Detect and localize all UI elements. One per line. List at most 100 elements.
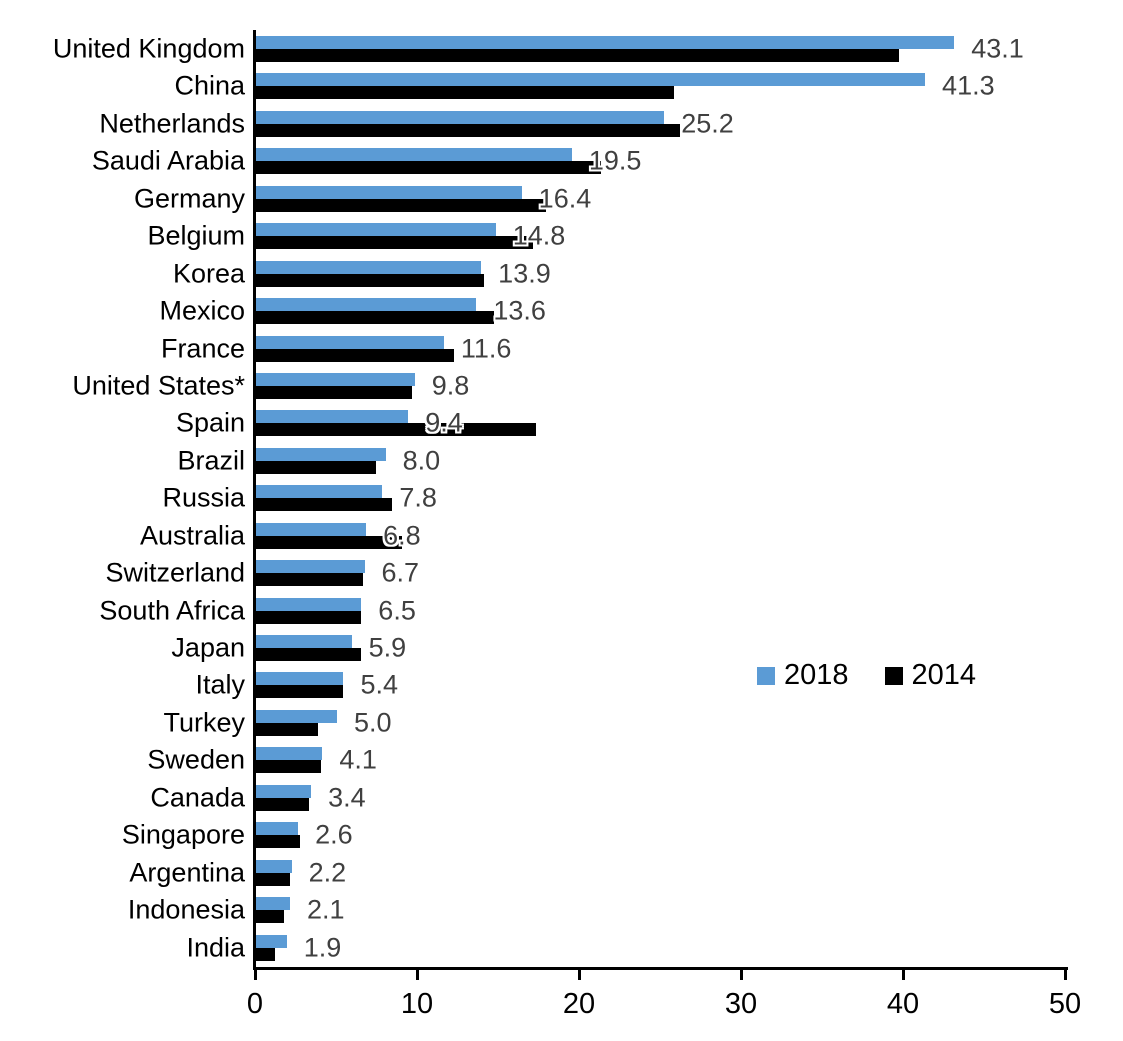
bar-2014-indonesia (256, 910, 284, 924)
legend-item-2014: 2014 (884, 659, 977, 692)
y-axis-line (253, 30, 256, 970)
value-label: 5.4 (360, 669, 399, 700)
legend-label-2018: 2018 (784, 659, 849, 691)
legend-swatch-2014 (884, 666, 903, 685)
value-label: 2.2 (308, 857, 347, 888)
x-axis-line (253, 967, 1068, 970)
value-label: 25.2 (681, 108, 734, 139)
bar-2014-china (256, 86, 674, 100)
bar-2018-argentina (256, 859, 292, 873)
bar-2014-france (256, 348, 454, 362)
bar-2014-argentina (256, 872, 291, 886)
value-label: 43.1 (971, 33, 1024, 64)
x-axis-tick-label: 20 (562, 988, 596, 1020)
category-label: Australia (139, 520, 245, 551)
value-label: 19.5 (588, 145, 642, 176)
bar-2014-spain (256, 423, 537, 437)
bar-2014-india (256, 947, 276, 961)
bar-2014-brazil (256, 460, 376, 474)
value-label: 13.6 (493, 295, 546, 326)
value-label: 6.8 (383, 520, 421, 551)
bar-2014-germany (256, 198, 546, 212)
bar-2014-russia (256, 498, 393, 512)
bar-2018-indonesia (256, 897, 291, 911)
legend: 2018 2014 (757, 659, 976, 692)
value-label: 9.4 (425, 407, 463, 438)
category-label: United States* (72, 370, 245, 401)
legend-label-2014: 2014 (911, 659, 977, 691)
value-label: 4.1 (339, 744, 377, 775)
bar-2018-turkey (256, 709, 337, 723)
x-axis-tick-label: 0 (246, 988, 264, 1020)
bar-2018-india (256, 934, 287, 948)
value-label: 8.0 (402, 445, 441, 476)
bar-2018-sweden (256, 747, 323, 761)
category-label: Switzerland (105, 557, 245, 588)
category-label: China (174, 70, 245, 101)
bar-2018-brazil (256, 447, 386, 461)
bar-2014-australia (256, 535, 402, 549)
bar-2014-belgium (256, 236, 534, 250)
x-axis-tick (577, 970, 581, 980)
bar-2014-united-states- (256, 385, 412, 399)
bar-2018-switzerland (256, 560, 365, 574)
category-label: Saudi Arabia (91, 145, 245, 176)
x-axis-tick (739, 970, 743, 980)
category-label: Indonesia (127, 894, 245, 925)
x-axis-tick (901, 970, 905, 980)
bar-2014-netherlands (256, 123, 681, 137)
legend-swatch-2018 (757, 666, 775, 685)
category-label: Argentina (129, 857, 245, 888)
x-axis-tick (1063, 970, 1067, 980)
bar-2018-belgium (256, 223, 496, 237)
bar-2014-united-kingdom (256, 49, 900, 62)
value-label: 5.9 (368, 632, 407, 663)
bar-2018-japan (256, 635, 352, 649)
bar-2018-italy (256, 672, 344, 686)
bar-2014-canada (256, 797, 310, 811)
category-label: South Africa (99, 595, 245, 626)
category-label: Belgium (147, 220, 245, 251)
bar-2014-singapore (256, 835, 300, 849)
category-label: Canada (150, 782, 245, 813)
value-label: 2.1 (307, 894, 345, 925)
bar-2014-korea (256, 273, 485, 287)
value-label: 41.3 (942, 70, 995, 101)
bar-2018-russia (256, 485, 383, 499)
category-label: Mexico (159, 295, 245, 326)
bar-2014-italy (256, 685, 344, 699)
category-label: Brazil (177, 445, 245, 476)
category-label: Sweden (147, 744, 245, 775)
value-label: 1.9 (303, 932, 342, 963)
bar-2018-korea (256, 260, 482, 274)
bar-2018-singapore (256, 822, 299, 836)
category-label: France (160, 333, 245, 364)
bar-2014-sweden (256, 760, 321, 774)
category-label: Japan (171, 632, 245, 663)
bar-2014-saudi-arabia (256, 161, 602, 175)
value-label: 9.8 (431, 370, 470, 401)
value-label: 13.9 (498, 258, 551, 289)
category-label: Germany (133, 183, 245, 214)
value-label: 6.5 (378, 595, 416, 626)
x-axis-tick-label: 30 (724, 988, 758, 1020)
bar-2014-japan (256, 648, 362, 662)
x-axis-tick (415, 970, 419, 980)
bar-2018-netherlands (256, 110, 665, 124)
value-label: 2.6 (315, 819, 353, 850)
bar-2018-canada (256, 784, 312, 798)
category-label: Korea (172, 258, 245, 289)
value-label: 16.4 (538, 183, 592, 214)
x-axis-tick-label: 40 (886, 988, 920, 1020)
category-label: Spain (175, 407, 245, 438)
bar-2018-united-kingdom (256, 36, 955, 49)
category-label: India (186, 932, 245, 963)
value-label: 5.0 (354, 707, 392, 738)
category-label: United Kingdom (52, 33, 245, 64)
value-label: 14.8 (512, 220, 566, 251)
category-label: Turkey (163, 707, 245, 738)
category-label: Singapore (121, 819, 245, 850)
bar-2018-germany (256, 185, 522, 199)
bar-2018-saudi-arabia (256, 148, 572, 162)
